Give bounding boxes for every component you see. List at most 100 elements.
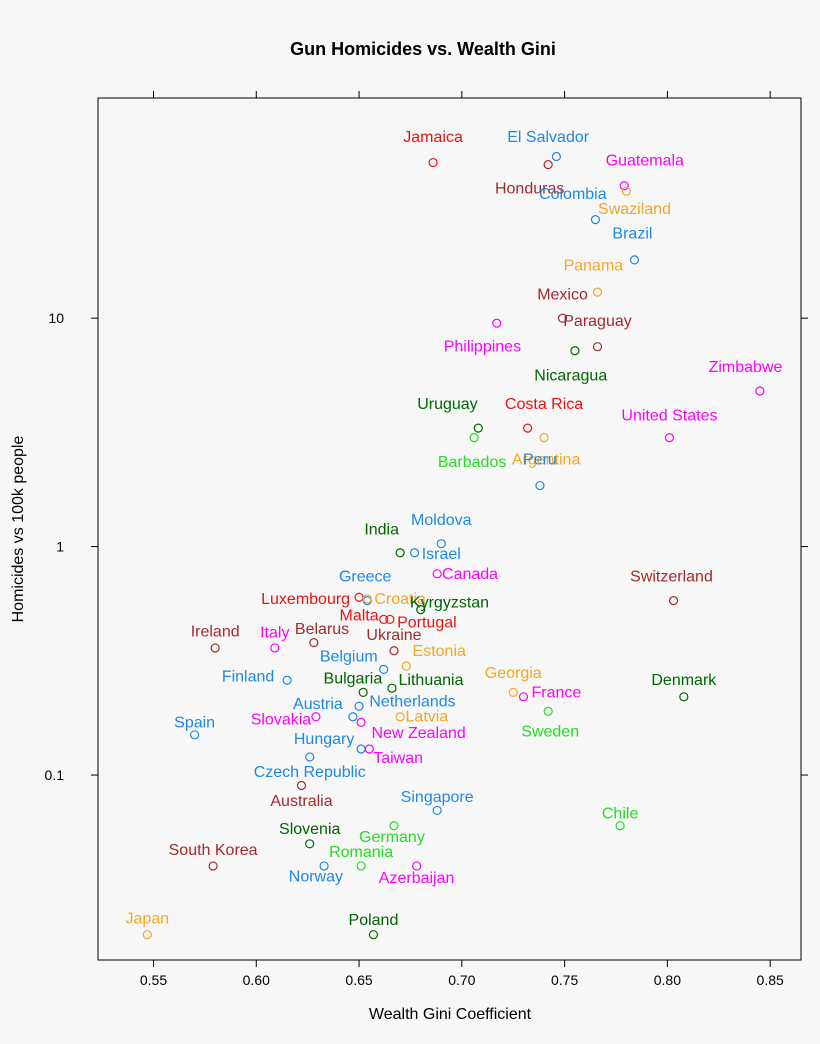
point-france [518, 692, 529, 702]
point-label-philippines: Philippines [444, 339, 521, 356]
point-poland [368, 930, 379, 940]
point-label-chile: Chile [602, 805, 639, 822]
point-label-paraguay: Paraguay [563, 313, 632, 330]
point-el-salvador [551, 151, 561, 162]
point-label-brazil: Brazil [612, 225, 652, 242]
x-axis-label: Wealth Gini Coefficient [369, 1006, 532, 1023]
point-netherlands [354, 701, 364, 711]
point-label-new-zealand: New Zealand [372, 725, 466, 742]
point-south-korea [208, 861, 218, 871]
point-australia [296, 780, 307, 791]
point-hungary [356, 744, 366, 754]
point-label-india: India [364, 521, 399, 538]
point-label-czech-republic: Czech Republic [254, 764, 366, 781]
point-label-japan: Japan [126, 911, 170, 928]
point-label-zimbabwe: Zimbabwe [709, 359, 783, 376]
y-tick-label: 10 [48, 310, 64, 326]
point-label-slovenia: Slovenia [279, 821, 340, 838]
point-label-belarus: Belarus [295, 621, 349, 638]
point-barbados [469, 433, 479, 443]
data-points: Jamaica El Salvador Honduras Guatemala Swazi… [126, 129, 783, 940]
point-honduras [543, 160, 553, 170]
x-tick-label: 0.60 [243, 972, 270, 988]
point-label-ukraine: Ukraine [366, 627, 421, 644]
point-switzerland [668, 596, 679, 606]
point-label-moldova: Moldova [411, 512, 472, 529]
x-tick-label: 0.70 [448, 972, 475, 988]
point-brazil [629, 255, 640, 265]
point-moldova [436, 539, 446, 549]
point-colombia [590, 215, 601, 225]
point-mexico [557, 313, 568, 323]
point-kyrgyzstan [416, 604, 426, 615]
point-new-zealand [356, 717, 366, 727]
point-label-jamaica: Jamaica [403, 129, 463, 146]
point-canada [432, 569, 442, 579]
point-label-austria: Austria [293, 696, 343, 713]
point-india [395, 548, 405, 558]
point-label-guatemala: Guatemala [606, 152, 684, 169]
point-label-south-korea: South Korea [169, 842, 258, 859]
point-guatemala [619, 181, 629, 191]
point-label-colombia: Colombia [539, 186, 607, 203]
point-label-taiwan: Taiwan [373, 750, 423, 767]
point-belarus [309, 637, 319, 648]
point-label-swaziland: Swaziland [598, 201, 671, 218]
x-axis: 0.55 0.60 0.65 0.70 0.75 0.80 0.85 [140, 91, 784, 988]
point-slovakia [311, 712, 321, 722]
point-label-finland: Finland [222, 669, 274, 686]
point-austria [348, 712, 358, 722]
point-label-panama: Panama [564, 258, 624, 275]
point-jamaica [428, 157, 438, 168]
point-label-france: France [531, 684, 581, 701]
point-label-germany: Germany [359, 829, 425, 846]
y-tick-label: 1 [56, 539, 64, 555]
point-label-canada: Canada [442, 566, 498, 583]
point-label-united-states: United States [621, 407, 717, 424]
point-label-peru: Peru [523, 452, 557, 469]
point-czech-republic [305, 752, 315, 762]
point-croatia [362, 594, 372, 604]
point-uruguay [473, 423, 483, 433]
point-luxembourg [354, 592, 364, 602]
point-label-singapore: Singapore [401, 789, 474, 806]
x-tick-label: 0.55 [140, 972, 167, 988]
point-label-malta: Malta [339, 607, 378, 624]
point-label-norway: Norway [289, 868, 343, 885]
point-label-belgium: Belgium [320, 649, 378, 666]
x-tick-label: 0.75 [551, 972, 578, 988]
point-israel [409, 548, 420, 558]
point-label-nicaragua: Nicaragua [534, 368, 607, 385]
point-peru [535, 480, 545, 491]
y-tick-label: 0.1 [45, 767, 65, 783]
point-romania [356, 861, 366, 871]
point-japan [142, 930, 152, 940]
point-singapore [432, 805, 442, 816]
point-label-romania: Romania [329, 844, 393, 861]
y-axis: 0.1 1 10 [45, 310, 808, 783]
point-label-el-salvador: El Salvador [507, 129, 589, 146]
point-estonia [401, 661, 411, 671]
point-label-lithuania: Lithuania [399, 672, 464, 689]
point-label-poland: Poland [349, 912, 399, 929]
point-label-uruguay: Uruguay [417, 396, 477, 413]
point-chile [615, 821, 625, 831]
x-tick-label: 0.80 [654, 972, 681, 988]
point-label-israel: Israel [422, 546, 461, 563]
point-label-barbados: Barbados [438, 454, 507, 471]
point-spain [190, 730, 200, 740]
y-axis-label: Homicides vs 100k people [10, 436, 27, 623]
point-belgium [379, 664, 389, 675]
point-taiwan [364, 744, 374, 754]
point-label-greece: Greece [339, 568, 392, 585]
point-slovenia [305, 839, 315, 849]
point-label-argentina: Argentina [512, 452, 581, 469]
point-label-costa-rica: Costa Rica [505, 396, 583, 413]
point-label-portugal: Portugal [397, 615, 457, 632]
point-label-croatia: Croatia [374, 591, 426, 608]
point-united-states [664, 433, 675, 443]
point-label-slovakia: Slovakia [251, 712, 312, 729]
point-label-kyrgyzstan: Kyrgyzstan [410, 594, 489, 611]
point-label-georgia: Georgia [485, 665, 542, 682]
